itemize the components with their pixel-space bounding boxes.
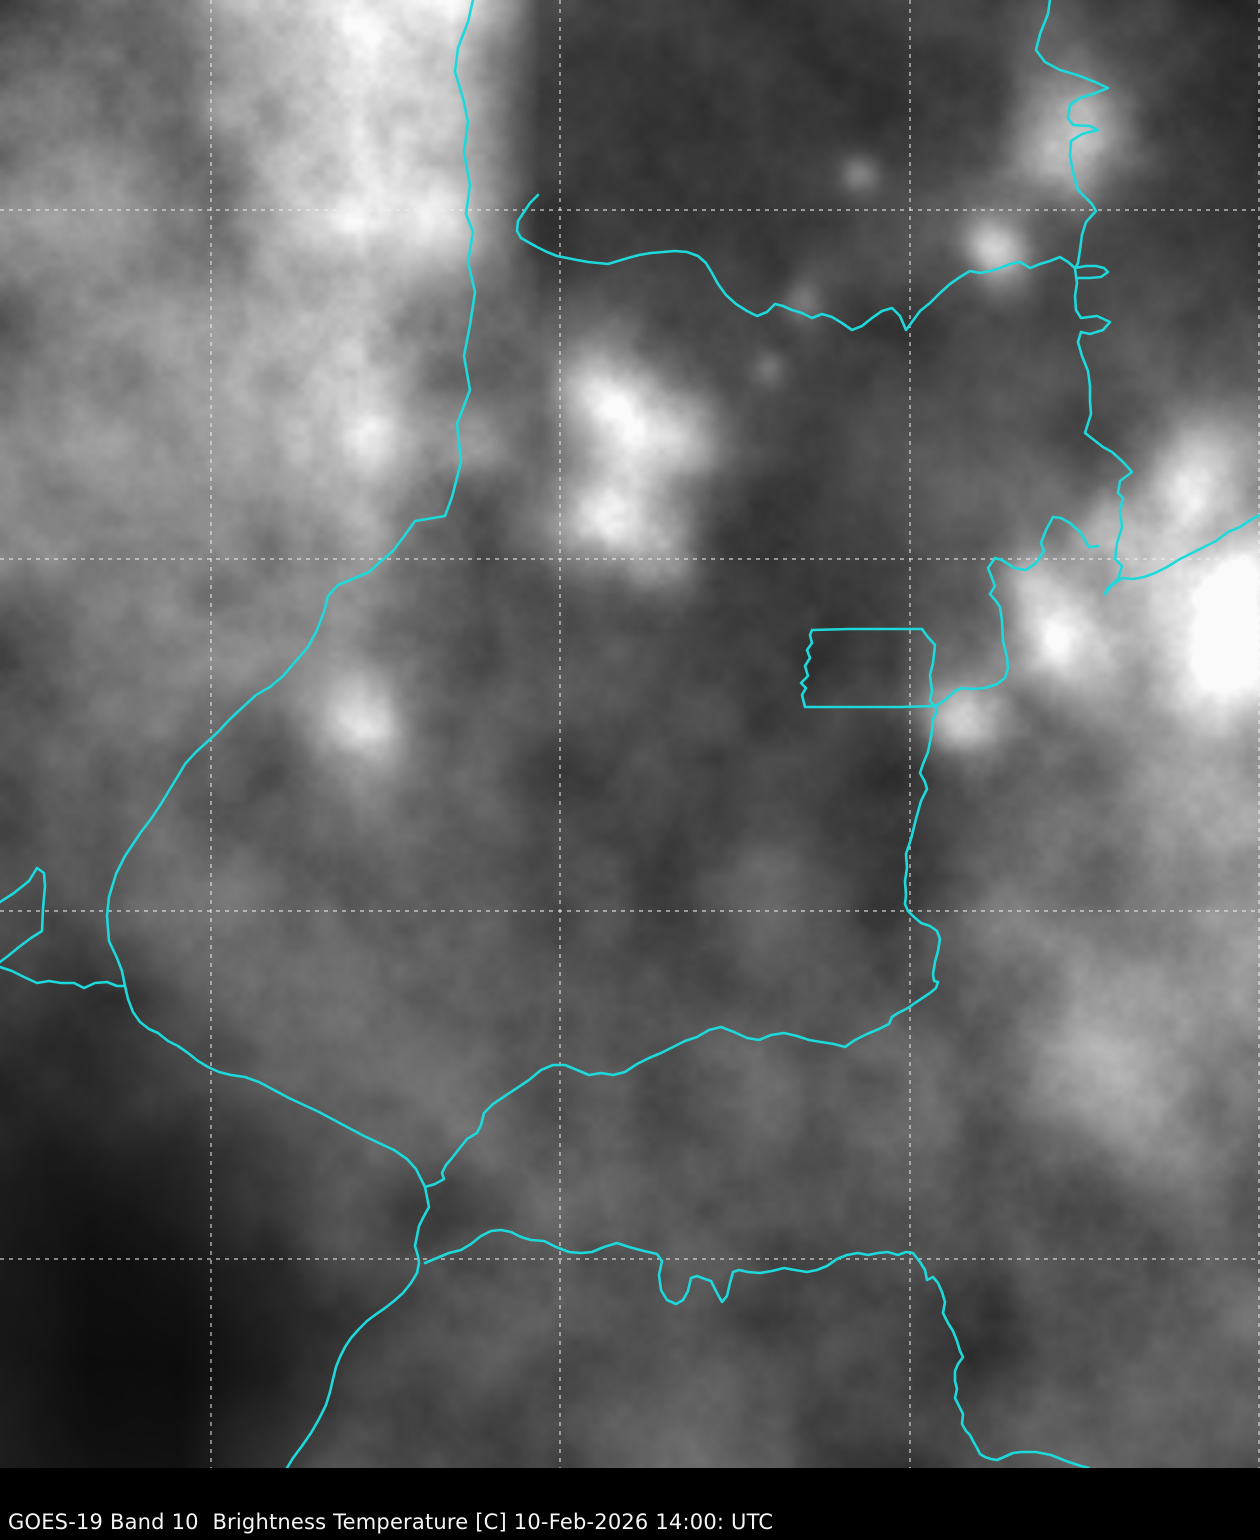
border-line-ew_border [515,193,1077,332]
satellite-image-canvas [0,0,1260,1468]
caption-bar: GOES-19 Band 10 Brightness Temperature [… [0,1468,1260,1540]
border-line-west_border [105,0,477,988]
border-line-diagonal_sw [423,980,940,1189]
border-line-mid_link [933,515,1100,708]
border-line-river_finger [1073,264,1110,280]
border-line-coast_wedge [0,866,47,964]
border-line-east_line [423,1228,1091,1468]
border-line-right_border [903,704,942,984]
border-line-river_north [1034,0,1134,596]
border-line-diagonal_ne [1103,513,1260,596]
map-overlay [0,0,1260,1468]
border-line-coast_south [0,965,127,990]
caption-text: GOES-19 Band 10 Brightness Temperature [… [8,1510,774,1534]
border-line-rectangle [799,627,937,709]
border-line-south_line [285,1185,431,1468]
border-line-southwest_border [123,984,427,1189]
